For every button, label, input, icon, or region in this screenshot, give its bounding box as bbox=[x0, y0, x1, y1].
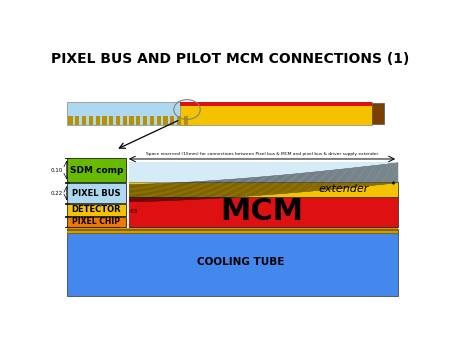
Bar bbox=[116, 116, 120, 125]
Bar bbox=[67, 217, 126, 227]
Bar bbox=[109, 116, 113, 125]
Bar bbox=[130, 116, 134, 125]
Bar bbox=[372, 103, 384, 124]
Bar bbox=[126, 197, 398, 227]
Bar bbox=[157, 116, 161, 125]
Bar bbox=[67, 102, 192, 125]
Text: DETECTOR: DETECTOR bbox=[72, 206, 121, 215]
Bar bbox=[126, 182, 398, 197]
Bar bbox=[180, 102, 372, 125]
Text: PIXEL BUS AND PILOT MCM CONNECTIONS (1): PIXEL BUS AND PILOT MCM CONNECTIONS (1) bbox=[51, 52, 410, 66]
Bar bbox=[75, 116, 79, 125]
Text: extender: extender bbox=[319, 184, 369, 194]
Bar bbox=[67, 229, 398, 296]
Bar bbox=[67, 228, 398, 229]
Text: PIXEL CHIP: PIXEL CHIP bbox=[72, 217, 120, 226]
Bar bbox=[150, 116, 154, 125]
Bar bbox=[82, 116, 86, 125]
Bar bbox=[170, 116, 174, 125]
Text: 0.10: 0.10 bbox=[51, 168, 63, 172]
Bar bbox=[67, 229, 398, 231]
Bar bbox=[163, 116, 167, 125]
Bar bbox=[184, 116, 188, 125]
Text: Space reserved (15mm) for connections between Pixel bus & MCM and pixel bus & dr: Space reserved (15mm) for connections be… bbox=[146, 152, 378, 156]
Text: SDM comp: SDM comp bbox=[70, 166, 123, 174]
Bar bbox=[123, 116, 127, 125]
Bar bbox=[177, 116, 181, 125]
Bar bbox=[143, 116, 147, 125]
Bar bbox=[89, 116, 93, 125]
Bar bbox=[95, 116, 100, 125]
Text: PIXEL BUS: PIXEL BUS bbox=[72, 189, 121, 198]
Bar bbox=[67, 204, 126, 216]
Bar bbox=[180, 102, 372, 106]
Bar bbox=[67, 231, 398, 233]
Bar bbox=[136, 116, 140, 125]
Bar bbox=[67, 183, 126, 203]
Bar bbox=[126, 162, 398, 183]
Text: 0.22: 0.22 bbox=[51, 191, 63, 196]
Text: MCM: MCM bbox=[220, 197, 304, 226]
Text: COOLING TUBE: COOLING TUBE bbox=[198, 258, 285, 267]
Bar bbox=[67, 158, 126, 183]
Bar bbox=[120, 160, 129, 228]
Bar bbox=[67, 233, 398, 235]
Bar bbox=[67, 226, 398, 228]
Text: 0.63: 0.63 bbox=[126, 209, 138, 214]
Bar bbox=[102, 116, 107, 125]
Bar bbox=[68, 116, 72, 125]
